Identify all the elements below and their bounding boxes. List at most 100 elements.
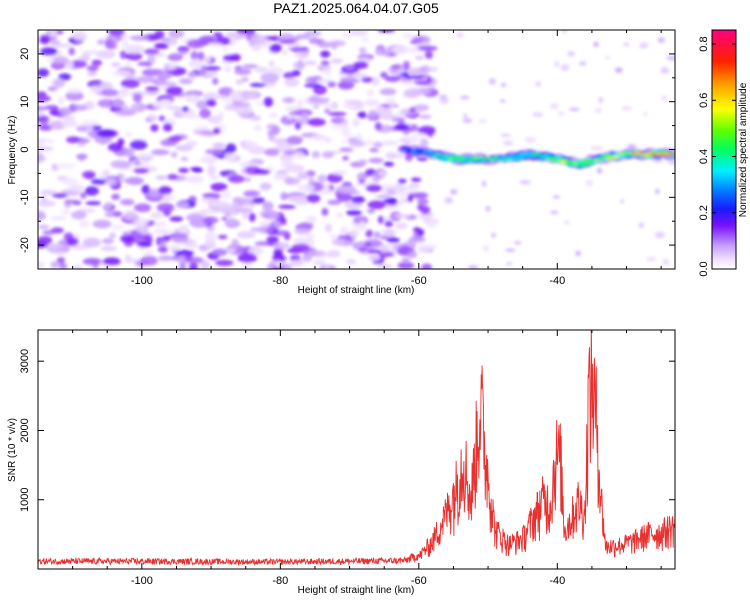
ridge-cell bbox=[622, 151, 628, 155]
ridge-cell bbox=[414, 152, 420, 155]
heatmap-cell bbox=[185, 213, 204, 222]
heatmap-cell bbox=[397, 178, 407, 184]
heatmap-cell bbox=[231, 238, 239, 249]
colorbar-frame bbox=[711, 29, 737, 270]
ridge-cell bbox=[630, 151, 637, 155]
heatmap-cell bbox=[567, 51, 575, 57]
heatmap-cell bbox=[426, 220, 437, 229]
heatmap-cell bbox=[124, 44, 145, 54]
heatmap-cell bbox=[294, 121, 302, 130]
heatmap-cell bbox=[154, 42, 169, 50]
heatmap-cell bbox=[378, 113, 396, 120]
heatmap-cell bbox=[562, 30, 567, 34]
heatmap-cell bbox=[306, 233, 315, 242]
heatmap-cell bbox=[421, 263, 433, 269]
x-tick-label: -100 bbox=[131, 575, 153, 587]
heatmap-cell bbox=[104, 211, 115, 217]
heatmap-cell bbox=[222, 46, 229, 52]
heatmap-cell bbox=[229, 89, 248, 100]
heatmap-cell bbox=[39, 189, 58, 196]
ridge-cell bbox=[552, 158, 557, 162]
heatmap-cell bbox=[206, 165, 217, 176]
ridge-cell bbox=[486, 155, 491, 159]
heatmap-cell bbox=[195, 100, 209, 110]
ridge-cell bbox=[568, 160, 574, 164]
heatmap-cell bbox=[38, 224, 50, 230]
heatmap-cell bbox=[153, 221, 167, 227]
heatmap-cell bbox=[90, 178, 109, 185]
heatmap-cell bbox=[97, 39, 105, 45]
heatmap-cell bbox=[51, 193, 68, 198]
heatmap-cell bbox=[190, 51, 199, 60]
heatmap-cell bbox=[373, 141, 383, 148]
heatmap-cell bbox=[251, 44, 261, 52]
heatmap-cell bbox=[48, 30, 57, 38]
ridge-cell bbox=[555, 155, 562, 161]
heatmap-cell bbox=[65, 91, 84, 101]
heatmap-cell bbox=[410, 185, 419, 193]
heatmap-cell bbox=[414, 55, 425, 60]
x-tick-label: -40 bbox=[549, 275, 565, 287]
heatmap-cell bbox=[114, 109, 135, 116]
ridge-cell bbox=[440, 155, 445, 159]
heatmap-cell bbox=[341, 32, 353, 38]
heatmap-cell bbox=[353, 61, 369, 69]
heatmap-cell bbox=[125, 52, 143, 61]
ridge-cell bbox=[610, 155, 616, 159]
heatmap-cell bbox=[366, 89, 375, 97]
heatmap-cell bbox=[105, 178, 118, 186]
heatmap-cell bbox=[297, 184, 315, 192]
heatmap-cell bbox=[85, 201, 102, 206]
heatmap-cell bbox=[291, 243, 310, 252]
heatmap-cell bbox=[320, 60, 330, 65]
ridge-cell bbox=[588, 160, 595, 164]
heatmap-cell bbox=[237, 252, 258, 263]
ridge-cell bbox=[531, 154, 537, 157]
heatmap-cell bbox=[135, 225, 149, 234]
heatmap-cell bbox=[203, 208, 214, 214]
heatmap-cell bbox=[232, 196, 244, 203]
chart-title: PAZ1.2025.064.04.07.G05 bbox=[273, 0, 439, 16]
heatmap-cell bbox=[70, 184, 85, 192]
heatmap-cell bbox=[120, 234, 134, 243]
heatmap-cell bbox=[268, 60, 275, 67]
heatmap-cell bbox=[307, 118, 326, 127]
heatmap-cell bbox=[368, 157, 384, 164]
colorbar-tick-label: 0.8 bbox=[698, 36, 710, 51]
heatmap-cell bbox=[430, 66, 438, 72]
heatmap-cell bbox=[323, 67, 332, 76]
heatmap-cell bbox=[524, 136, 536, 143]
heatmap-cell bbox=[58, 107, 73, 116]
colorbar: 0.0 0.2 0.4 0.6 0.8 Normalized spectral ampl… bbox=[698, 29, 749, 277]
heatmap-cell bbox=[145, 86, 160, 91]
heatmap-cell bbox=[301, 112, 309, 119]
heatmap-cell bbox=[204, 232, 218, 242]
heatmap-cell bbox=[249, 115, 261, 121]
heatmap-cell bbox=[189, 262, 198, 269]
heatmap-cell bbox=[129, 140, 148, 150]
heatmap-cell bbox=[399, 79, 416, 85]
heatmap-cell bbox=[615, 67, 623, 74]
heatmap-cell bbox=[100, 246, 117, 251]
heatmap-cell bbox=[468, 265, 479, 269]
heatmap-cell bbox=[50, 216, 66, 221]
heatmap-cell bbox=[161, 196, 171, 202]
heatmap-cell bbox=[235, 79, 244, 85]
heatmap-cell bbox=[297, 171, 309, 180]
ridge-cell bbox=[576, 163, 583, 167]
heatmap-cell bbox=[68, 47, 75, 56]
ridge-cell bbox=[476, 156, 483, 160]
heatmap-cell bbox=[557, 110, 565, 117]
heatmap-cell bbox=[402, 60, 411, 71]
heatmap-cell bbox=[411, 88, 431, 95]
ridge-cell bbox=[548, 156, 553, 160]
heatmap-cell bbox=[391, 64, 402, 70]
heatmap-cell bbox=[134, 217, 149, 227]
heatmap-cell bbox=[413, 104, 430, 112]
heatmap-cell bbox=[102, 238, 114, 245]
heatmap-cell bbox=[384, 97, 394, 104]
heatmap-cell bbox=[281, 97, 296, 103]
heatmap-cell bbox=[143, 48, 160, 55]
heatmap-cell bbox=[38, 210, 46, 221]
heatmap-cell bbox=[188, 59, 203, 68]
